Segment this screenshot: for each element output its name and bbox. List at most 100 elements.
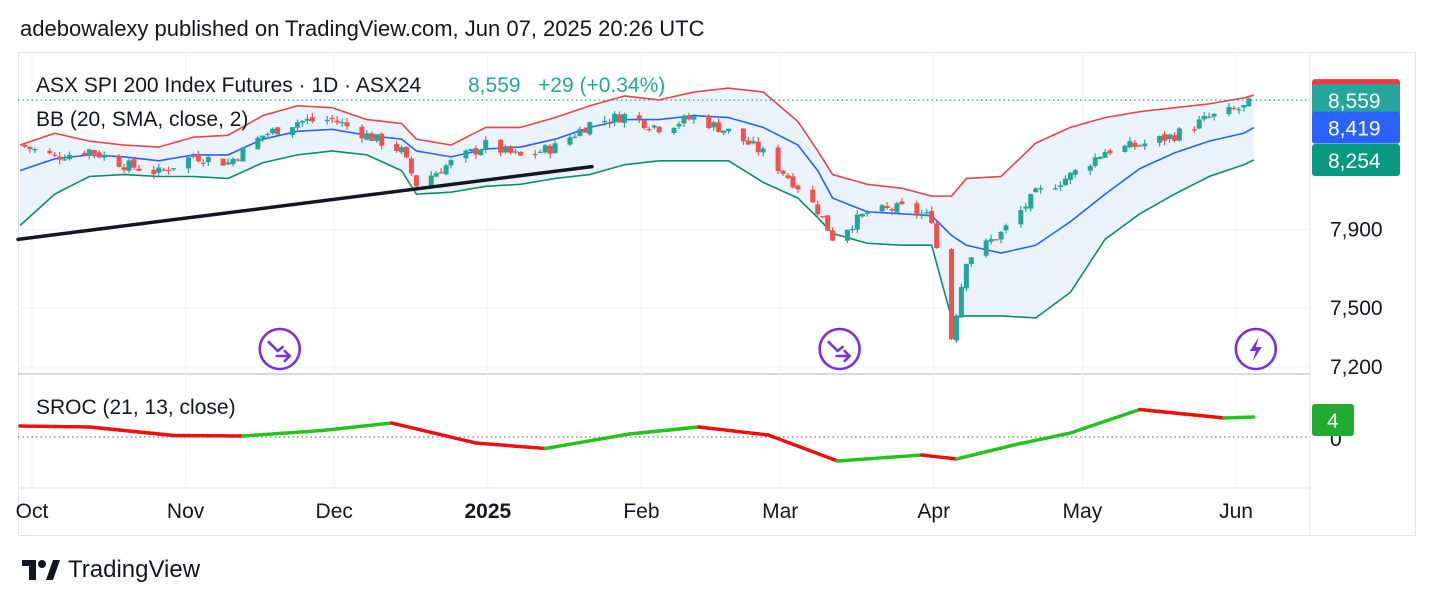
publisher-line: adebowalexy published on TradingView.com…: [20, 16, 705, 41]
candle-body: [270, 128, 276, 134]
candle-body: [785, 175, 791, 179]
candle-body: [844, 229, 850, 241]
price-badge-bg: [1312, 111, 1400, 144]
candle-body: [993, 239, 999, 241]
candle-body: [32, 149, 38, 151]
candle-body: [1176, 128, 1182, 141]
candle-body: [324, 119, 330, 122]
candle-body: [656, 126, 662, 133]
candle-body: [919, 213, 925, 216]
candle-body: [567, 137, 573, 145]
candle-body: [755, 141, 761, 153]
change-legend: +29 (+0.34%): [538, 74, 665, 97]
time-axis-tick-label: Nov: [167, 500, 205, 523]
candle-body: [473, 148, 479, 155]
candle-body: [225, 162, 231, 165]
candle-body: [1122, 145, 1128, 152]
candle-body: [968, 257, 974, 265]
candle-body: [775, 147, 781, 172]
candle-body: [126, 160, 132, 171]
candle-body: [1171, 135, 1177, 141]
bb-upper-line: [19, 87, 1254, 197]
candle-body: [587, 122, 593, 135]
arrow-glyph: [827, 340, 851, 363]
candle-body: [428, 175, 434, 187]
candle-body: [498, 139, 504, 153]
candle-body: [67, 154, 73, 160]
price-badge: 8,419: [1312, 111, 1400, 144]
candle-body: [1191, 129, 1197, 131]
candle-body: [621, 114, 627, 123]
trendline[interactable]: [16, 164, 594, 242]
candle-body: [438, 172, 444, 174]
candle-body: [81, 152, 87, 155]
candle-body: [1166, 134, 1172, 140]
candle-body: [1067, 172, 1073, 180]
candle-body: [260, 135, 266, 139]
candle-body: [195, 155, 201, 162]
candle-body: [988, 239, 994, 242]
candle-body: [503, 146, 509, 153]
axes: 7,200 7,500 7,900 0 Oct Nov Dec 2025 Feb Mar Apr Ma…: [16, 219, 1383, 523]
candle-body: [379, 133, 385, 146]
candle-body: [47, 150, 53, 154]
candle-body: [711, 122, 717, 128]
candle-body: [413, 175, 419, 187]
candle-body: [537, 151, 543, 154]
candle-body: [1102, 152, 1108, 158]
candle-body: [820, 216, 826, 218]
candle-body: [750, 141, 756, 144]
candle-body: [364, 133, 370, 140]
candle-body: [62, 159, 68, 161]
candle-body: [1137, 145, 1143, 147]
candle-body: [1142, 143, 1148, 147]
candle-body: [27, 146, 33, 150]
candle-body: [691, 116, 697, 120]
candle-body: [512, 151, 518, 153]
candle-body: [220, 158, 226, 166]
tradingview-brand[interactable]: TradingView: [20, 556, 200, 584]
candle-body: [1072, 170, 1078, 175]
sroc-badge: 4: [1312, 404, 1354, 436]
chart-frame: [18, 52, 1416, 536]
candle-body: [646, 129, 652, 131]
candle-body: [716, 122, 722, 133]
candle-body: [1132, 142, 1138, 147]
price-badge: 8,254: [1312, 143, 1400, 176]
candle-body: [572, 136, 578, 138]
candle-body: [998, 231, 1004, 240]
candle-body: [136, 168, 142, 171]
lightning-glyph: [1249, 337, 1262, 361]
price-axis-tick-label: 7,200: [1330, 356, 1383, 379]
candle-body: [448, 160, 454, 166]
candle-body: [359, 126, 365, 139]
candle-body: [582, 129, 588, 133]
price-badge-label: 8,419: [1328, 118, 1381, 141]
candle-body: [532, 153, 538, 156]
candle-body: [899, 201, 905, 205]
candle-body: [1226, 106, 1232, 115]
candle-body: [854, 214, 860, 230]
candle-body: [552, 143, 558, 154]
candle-body: [879, 205, 885, 212]
candle-body: [1023, 206, 1029, 209]
candle-body: [200, 162, 206, 164]
candle-body: [190, 155, 196, 157]
candle-body: [329, 117, 335, 120]
candle-body: [121, 167, 127, 171]
candle-body: [309, 117, 315, 122]
candle-body: [1028, 194, 1034, 209]
candle-body: [815, 204, 821, 215]
candle-body: [948, 249, 954, 340]
candle-body: [91, 150, 97, 154]
candle-body: [22, 144, 28, 147]
candle-body: [408, 158, 414, 174]
candle-body: [1038, 188, 1044, 190]
candle-body: [963, 264, 969, 289]
candle-body: [894, 203, 900, 213]
time-axis-tick-label: Jun: [1219, 500, 1253, 523]
candle-body: [934, 223, 940, 249]
candle-body: [468, 149, 474, 151]
time-axis-tick-label: Mar: [762, 500, 798, 523]
